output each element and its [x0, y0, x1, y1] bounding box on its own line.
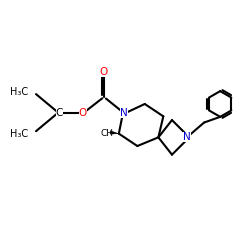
Text: H₃C: H₃C [10, 87, 29, 97]
Polygon shape [110, 131, 119, 134]
Text: O: O [100, 67, 108, 77]
Text: CH: CH [100, 129, 114, 138]
Text: N: N [183, 132, 191, 142]
Text: N: N [120, 108, 128, 118]
Text: O: O [79, 108, 87, 118]
Text: H₃C: H₃C [10, 129, 29, 139]
Text: C: C [56, 108, 63, 118]
